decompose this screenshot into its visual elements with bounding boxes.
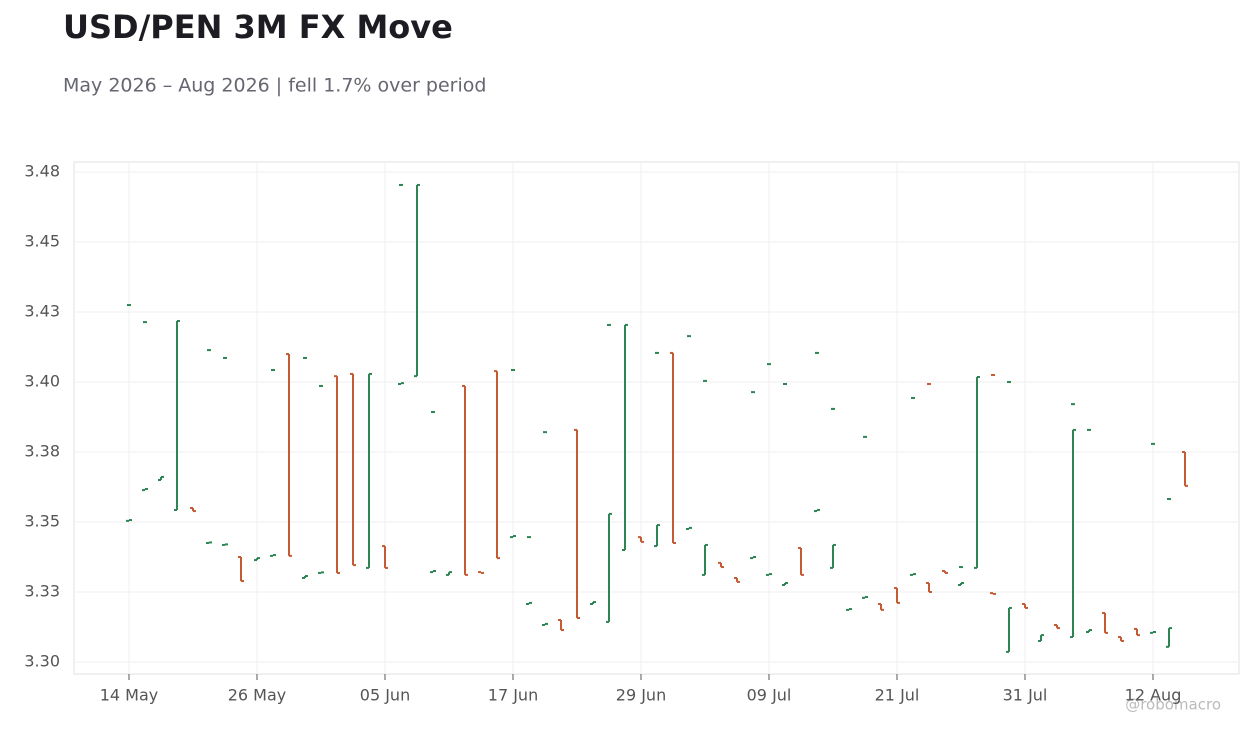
y-tick-label: 3.35 xyxy=(24,511,60,530)
x-tick-label: 12 Aug xyxy=(1125,686,1182,705)
plot-frame xyxy=(73,161,1240,675)
x-tick-label: 14 May xyxy=(100,686,159,705)
x-tick-label: 09 Jul xyxy=(747,686,792,705)
y-tick-label: 3.45 xyxy=(24,232,60,251)
y-tick-label: 3.38 xyxy=(24,442,60,461)
y-tick-label: 3.40 xyxy=(24,372,60,391)
y-tick-label: 3.33 xyxy=(24,581,60,600)
x-tick-label: 05 Jun xyxy=(360,686,410,705)
y-tick-label: 3.48 xyxy=(24,162,60,181)
x-tick-label: 31 Jul xyxy=(1003,686,1048,705)
y-tick-label: 3.30 xyxy=(24,651,60,670)
y-tick-label: 3.43 xyxy=(24,302,60,321)
chart-subtitle: May 2026 – Aug 2026 | fell 1.7% over per… xyxy=(63,75,486,97)
chart-title: USD/PEN 3M FX Move xyxy=(63,8,453,46)
x-tick-label: 29 Jun xyxy=(616,686,666,705)
x-tick-label: 17 Jun xyxy=(488,686,538,705)
x-tick-label: 26 May xyxy=(228,686,287,705)
x-tick-label: 21 Jul xyxy=(875,686,920,705)
watermark: @robomacro xyxy=(1125,696,1221,714)
